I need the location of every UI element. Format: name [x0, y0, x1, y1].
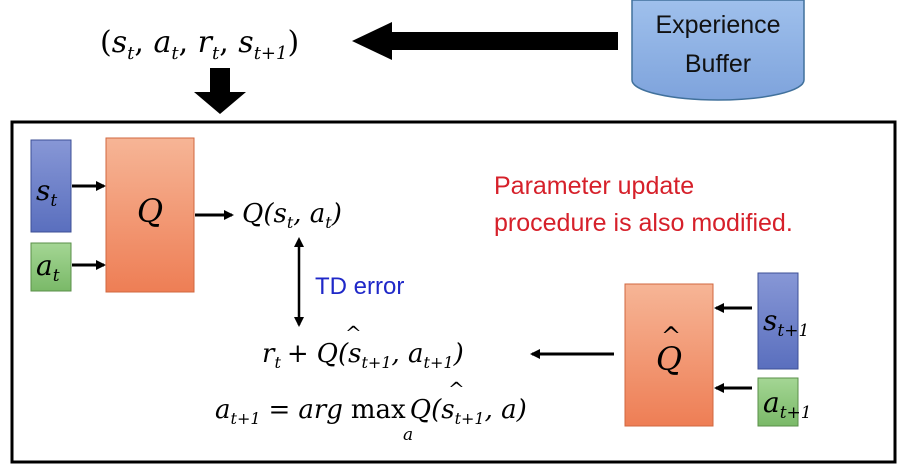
q-network-box: [105, 137, 195, 293]
action-input-label: at: [36, 249, 60, 286]
buffer-label-line2: Buffer: [685, 50, 751, 78]
action-input-box: [30, 242, 72, 292]
target-q-network-label: Q: [656, 340, 682, 378]
buffer-to-tuple-arrow: [352, 22, 618, 60]
state-input-box: [30, 139, 72, 233]
tuple-to-box-arrow: [194, 68, 246, 114]
buffer-label-line1: Experience: [655, 11, 780, 39]
target-q-hat: ^: [345, 321, 362, 345]
next-action-input-label: at+1: [763, 386, 812, 423]
update-procedure-frame: [10, 120, 897, 464]
experience-buffer: Experience Buffer: [631, 0, 805, 101]
next-state-input-box: [757, 272, 799, 370]
argmax-q-hat: ^: [448, 377, 465, 401]
note-line2: procedure is also modified.: [494, 209, 793, 237]
next-action-input-box: [757, 377, 799, 427]
q-output-expression: Q(st, at): [242, 199, 342, 232]
td-target-expression: rt + Q(st+1, at+1): [262, 339, 464, 372]
target-q-hat-mark: ^: [661, 322, 681, 350]
td-error-label: TD error: [315, 273, 404, 300]
argmax-subscript: a: [403, 425, 413, 445]
state-input-label: st: [36, 174, 57, 211]
q-network-label: Q: [137, 192, 163, 230]
transition-tuple: (st, at, rt, st+1): [100, 25, 299, 64]
target-q-network-box: [624, 283, 714, 427]
argmax-expression: at+1 = arg max Q(st+1, a): [215, 395, 527, 428]
next-state-input-label: st+1: [763, 304, 809, 341]
note-line1: Parameter update: [494, 172, 694, 200]
